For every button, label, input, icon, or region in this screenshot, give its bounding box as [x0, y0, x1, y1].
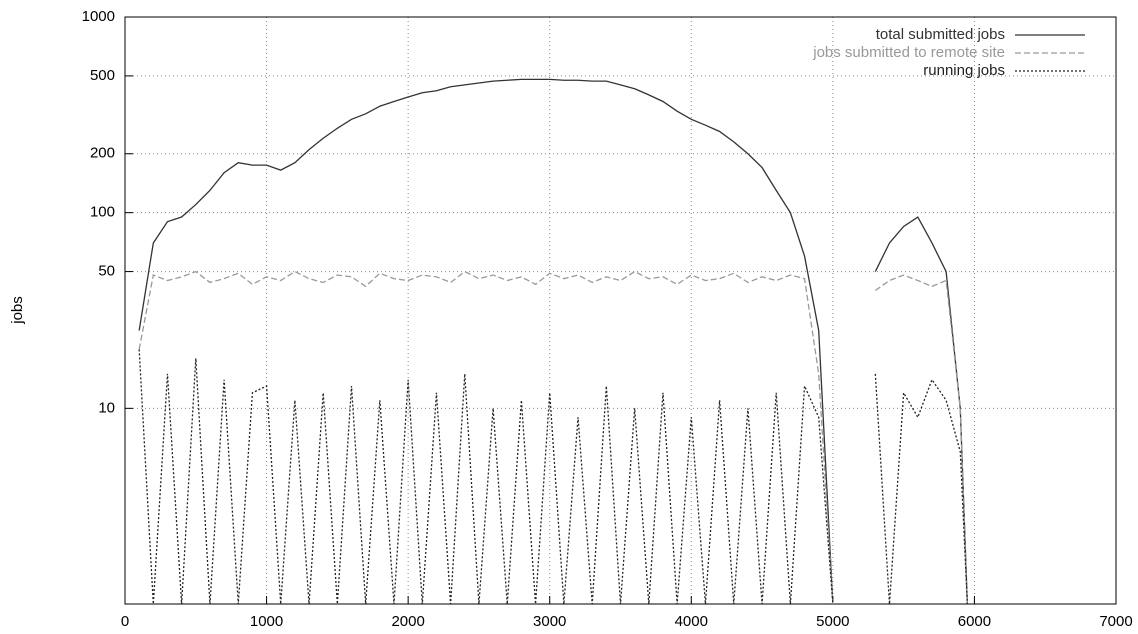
x-tick-label: 2000 [391, 613, 424, 630]
x-tick-label: 6000 [958, 613, 991, 630]
x-tick-label: 5000 [816, 613, 849, 630]
legend-label: total submitted jobs [876, 26, 1005, 43]
series-line [138, 270, 834, 604]
legend-label: jobs submitted to remote site [812, 44, 1005, 61]
x-tick-label: 1000 [250, 613, 283, 630]
x-tick-label: 3000 [533, 613, 566, 630]
x-tick-label: 7000 [1099, 613, 1132, 630]
plot-frame [124, 16, 1117, 605]
y-tick-label: 100 [90, 204, 115, 221]
x-tick-label: 4000 [675, 613, 708, 630]
series-line [138, 78, 834, 604]
series-line [138, 349, 834, 604]
y-axis-label: jobs [9, 296, 26, 325]
y-tick-label: 10 [98, 399, 115, 416]
series-line [874, 216, 968, 604]
y-tick-label: 200 [90, 145, 115, 162]
y-tick-label: 1000 [82, 8, 115, 25]
series-line [874, 274, 968, 604]
legend-label: running jobs [923, 62, 1005, 79]
y-tick-label: 500 [90, 67, 115, 84]
series-line [874, 373, 968, 604]
y-tick-label: 50 [98, 263, 115, 280]
x-tick-label: 0 [121, 613, 129, 630]
